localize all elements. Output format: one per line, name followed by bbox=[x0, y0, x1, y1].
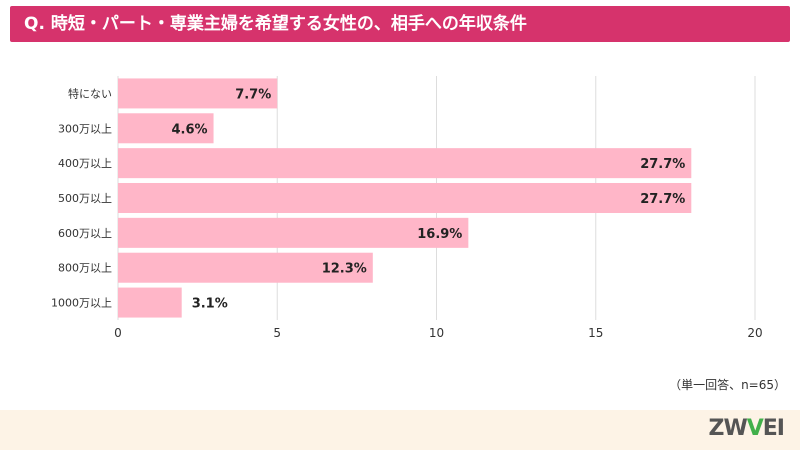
x-tick-label-4: 20 bbox=[747, 326, 762, 340]
bar-6 bbox=[118, 287, 182, 318]
value-label-4: 16.9% bbox=[417, 227, 462, 242]
value-label-5: 12.3% bbox=[322, 262, 367, 277]
bar-3 bbox=[118, 183, 692, 213]
bar-chart: 0 5 10 15 20 特にない 7.7% 300万以上 4.6% 400万以上 27.7% 500… bbox=[51, 76, 763, 340]
category-label-6: 1000万以上 bbox=[51, 297, 112, 310]
bar-4 bbox=[118, 217, 469, 248]
value-label-3: 27.7% bbox=[640, 192, 685, 207]
x-tick-label-3: 15 bbox=[588, 326, 603, 340]
chart-title: Q. 時短・パート・専業主婦を希望する女性の、相手への年収条件 bbox=[24, 14, 527, 34]
category-label-2: 400万以上 bbox=[58, 157, 112, 170]
value-label-6: 3.1% bbox=[192, 297, 228, 312]
category-label-1: 300万以上 bbox=[58, 122, 112, 135]
category-label-5: 800万以上 bbox=[58, 262, 112, 275]
bar-5 bbox=[118, 252, 373, 283]
title-bar: Q. 時短・パート・専業主婦を希望する女性の、相手への年収条件 bbox=[10, 6, 790, 42]
category-label-4: 600万以上 bbox=[58, 227, 112, 240]
logo-text-suffix: EI bbox=[762, 416, 785, 441]
logo-heart-v: V bbox=[746, 416, 764, 441]
category-label-0: 特にない bbox=[68, 86, 112, 100]
bar-1 bbox=[118, 113, 214, 144]
zwei-logo: ZWVEI bbox=[708, 416, 785, 441]
sample-note: （単一回答、n=65） bbox=[669, 378, 786, 392]
footer-band bbox=[0, 410, 800, 450]
x-tick-label-1: 5 bbox=[273, 326, 281, 340]
category-label-3: 500万以上 bbox=[58, 192, 112, 205]
bar-2 bbox=[118, 148, 692, 179]
value-label-0: 7.7% bbox=[235, 87, 271, 102]
logo-text-prefix: ZW bbox=[708, 416, 748, 441]
value-label-2: 27.7% bbox=[640, 157, 685, 172]
x-tick-label-0: 0 bbox=[114, 326, 122, 340]
bar-0 bbox=[118, 78, 278, 109]
value-label-1: 4.6% bbox=[171, 122, 207, 137]
x-tick-label-2: 10 bbox=[429, 326, 444, 340]
